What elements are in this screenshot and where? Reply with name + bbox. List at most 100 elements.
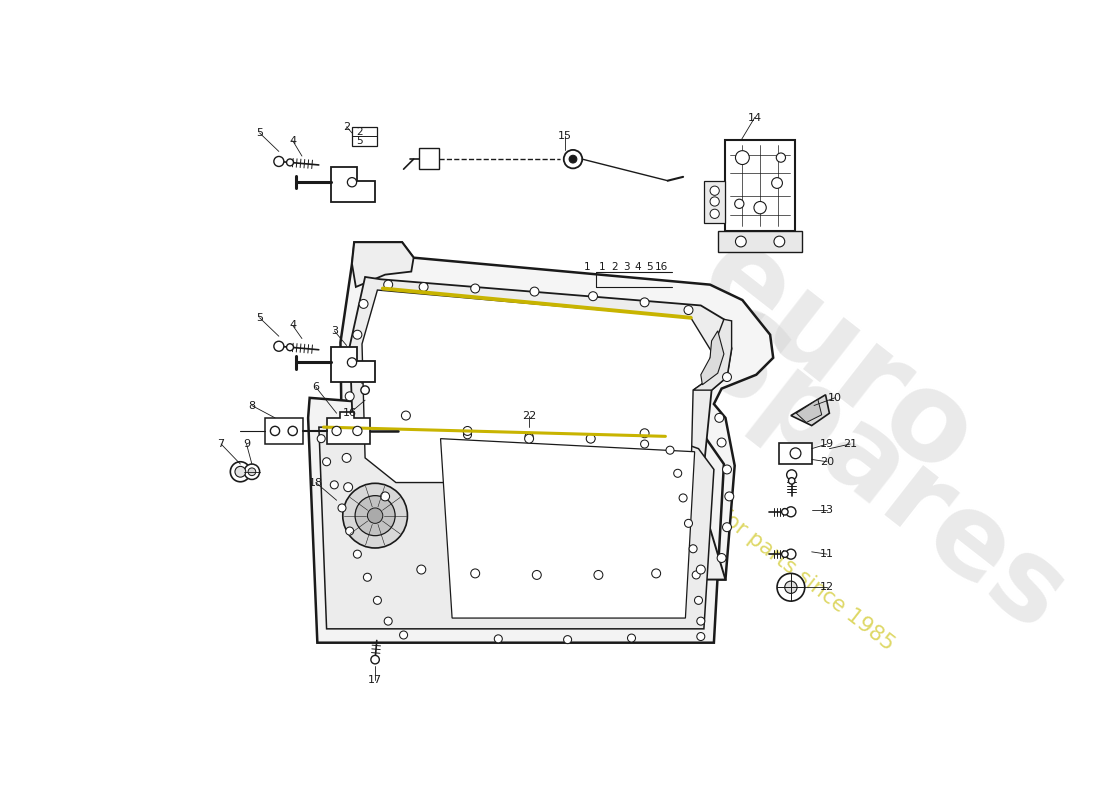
Text: 9: 9 bbox=[243, 439, 250, 449]
Polygon shape bbox=[327, 412, 370, 444]
Circle shape bbox=[790, 448, 801, 458]
Circle shape bbox=[367, 508, 383, 523]
Text: 5: 5 bbox=[256, 313, 263, 322]
Text: 4: 4 bbox=[289, 136, 296, 146]
Circle shape bbox=[235, 466, 245, 477]
Text: 8: 8 bbox=[249, 401, 255, 410]
Polygon shape bbox=[352, 242, 414, 287]
Circle shape bbox=[343, 422, 353, 431]
Circle shape bbox=[785, 506, 796, 517]
Circle shape bbox=[782, 551, 788, 558]
Text: 6: 6 bbox=[312, 382, 319, 392]
Circle shape bbox=[248, 468, 255, 476]
Circle shape bbox=[754, 202, 767, 214]
Circle shape bbox=[786, 470, 796, 480]
Circle shape bbox=[777, 574, 805, 601]
Polygon shape bbox=[331, 167, 375, 202]
Polygon shape bbox=[440, 438, 695, 618]
Text: 16: 16 bbox=[656, 262, 669, 272]
Circle shape bbox=[785, 549, 796, 559]
Circle shape bbox=[371, 655, 380, 664]
Circle shape bbox=[586, 434, 595, 442]
Text: 18: 18 bbox=[309, 478, 323, 487]
Circle shape bbox=[322, 458, 331, 466]
Text: 5: 5 bbox=[356, 136, 363, 146]
Text: 21: 21 bbox=[843, 439, 857, 449]
Circle shape bbox=[723, 465, 732, 474]
Circle shape bbox=[287, 344, 294, 350]
Circle shape bbox=[717, 438, 726, 447]
Circle shape bbox=[784, 581, 798, 594]
Polygon shape bbox=[701, 331, 724, 385]
Circle shape bbox=[345, 527, 354, 535]
Circle shape bbox=[694, 596, 703, 604]
Circle shape bbox=[772, 178, 782, 189]
Polygon shape bbox=[362, 290, 712, 482]
Text: 11: 11 bbox=[821, 549, 834, 559]
Circle shape bbox=[471, 569, 480, 578]
Text: 1: 1 bbox=[583, 262, 591, 272]
Circle shape bbox=[586, 434, 595, 443]
Polygon shape bbox=[350, 277, 732, 498]
Circle shape bbox=[711, 197, 719, 206]
Polygon shape bbox=[693, 319, 732, 390]
Circle shape bbox=[725, 492, 734, 501]
Text: 19: 19 bbox=[820, 439, 834, 449]
Circle shape bbox=[736, 236, 746, 247]
Circle shape bbox=[684, 306, 693, 314]
Text: 5: 5 bbox=[647, 262, 653, 272]
Circle shape bbox=[532, 570, 541, 579]
Polygon shape bbox=[791, 394, 829, 426]
Circle shape bbox=[399, 631, 408, 639]
Circle shape bbox=[419, 282, 428, 291]
Circle shape bbox=[317, 434, 326, 442]
Circle shape bbox=[569, 155, 576, 163]
Text: 2: 2 bbox=[610, 262, 617, 272]
Circle shape bbox=[717, 554, 726, 562]
Circle shape bbox=[696, 617, 705, 625]
Text: a passion for parts since 1985: a passion for parts since 1985 bbox=[629, 438, 899, 654]
Circle shape bbox=[355, 496, 395, 536]
Circle shape bbox=[651, 569, 661, 578]
Circle shape bbox=[287, 159, 294, 166]
Circle shape bbox=[696, 565, 705, 574]
Circle shape bbox=[463, 426, 472, 435]
Circle shape bbox=[627, 634, 636, 642]
Polygon shape bbox=[717, 230, 802, 252]
Circle shape bbox=[463, 430, 472, 439]
Circle shape bbox=[230, 462, 251, 482]
Circle shape bbox=[345, 392, 354, 401]
Circle shape bbox=[666, 446, 674, 454]
Circle shape bbox=[563, 636, 572, 644]
Polygon shape bbox=[726, 140, 794, 230]
Polygon shape bbox=[265, 418, 304, 444]
Text: 2: 2 bbox=[343, 122, 350, 132]
Circle shape bbox=[359, 299, 369, 308]
Circle shape bbox=[274, 342, 284, 351]
Text: 4: 4 bbox=[635, 262, 641, 272]
Polygon shape bbox=[779, 442, 812, 464]
Circle shape bbox=[417, 565, 426, 574]
Text: 5: 5 bbox=[256, 128, 263, 138]
Text: 13: 13 bbox=[821, 506, 834, 515]
Circle shape bbox=[353, 550, 362, 558]
Circle shape bbox=[373, 596, 382, 604]
Circle shape bbox=[684, 519, 693, 527]
Text: 1: 1 bbox=[598, 262, 606, 272]
Circle shape bbox=[692, 571, 701, 579]
Circle shape bbox=[774, 236, 784, 247]
Polygon shape bbox=[419, 148, 439, 169]
Circle shape bbox=[384, 280, 393, 289]
Circle shape bbox=[330, 481, 339, 489]
Circle shape bbox=[332, 426, 341, 435]
Circle shape bbox=[525, 434, 533, 443]
Circle shape bbox=[563, 150, 582, 168]
Circle shape bbox=[348, 178, 356, 187]
Circle shape bbox=[696, 633, 705, 641]
Circle shape bbox=[471, 284, 480, 293]
Text: 4: 4 bbox=[289, 321, 296, 330]
Polygon shape bbox=[331, 347, 375, 382]
Circle shape bbox=[723, 522, 732, 532]
Circle shape bbox=[711, 186, 719, 195]
Polygon shape bbox=[308, 398, 724, 642]
